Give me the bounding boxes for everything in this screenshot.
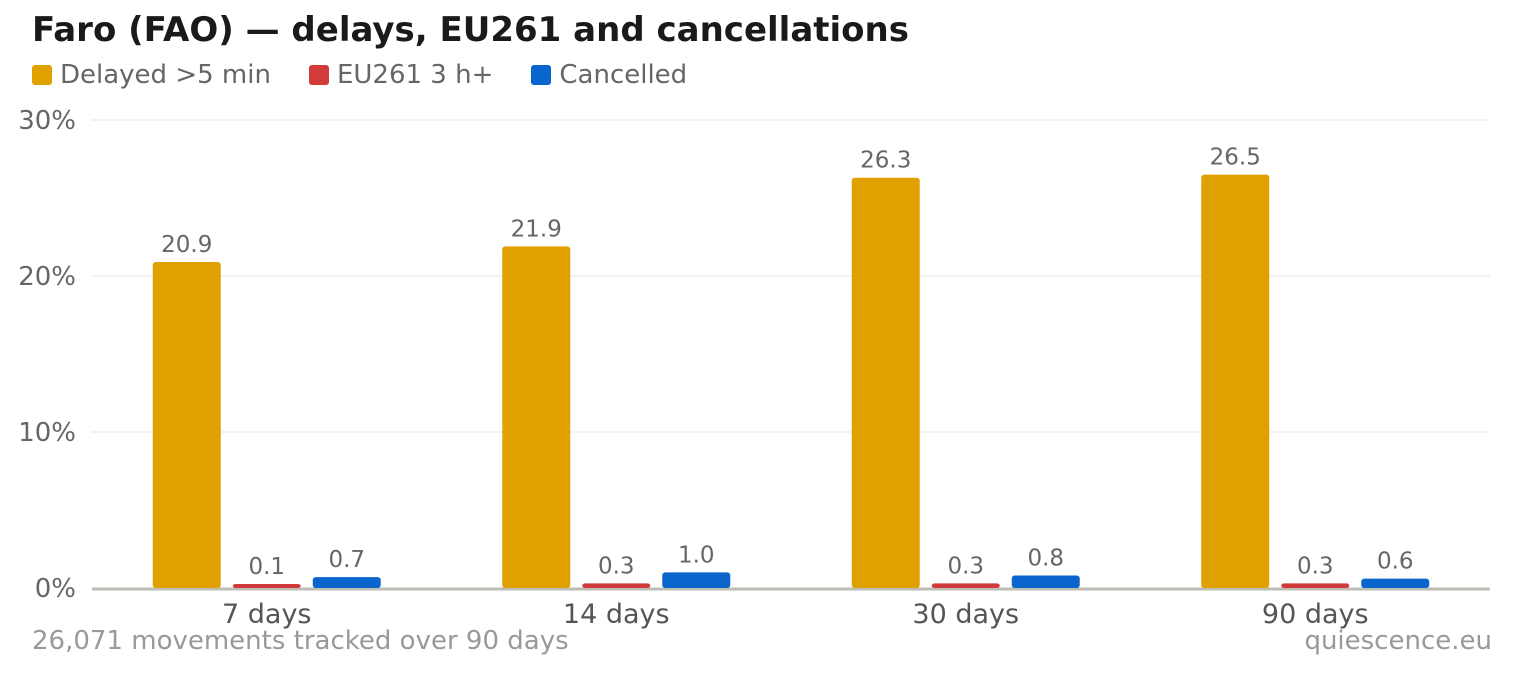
data-label: 20.9 xyxy=(161,232,212,258)
data-label: 1.0 xyxy=(678,542,715,568)
data-label: 21.9 xyxy=(511,216,562,242)
data-label: 0.3 xyxy=(598,553,635,579)
y-tick-label: 30% xyxy=(18,106,76,136)
bar xyxy=(1361,578,1430,588)
data-label: 0.8 xyxy=(1027,546,1064,572)
x-tick-label: 90 days xyxy=(1262,599,1369,630)
bar xyxy=(1201,174,1270,588)
footer-source: quiescence.eu xyxy=(1304,626,1492,656)
footer-note: 26,071 movements tracked over 90 days xyxy=(32,626,569,656)
bar xyxy=(662,572,731,588)
bar xyxy=(312,577,381,588)
y-tick-label: 0% xyxy=(35,574,76,604)
legend-item-delayed: Delayed >5 min xyxy=(32,60,271,90)
data-label: 0.3 xyxy=(947,553,984,579)
y-tick-label: 10% xyxy=(18,418,76,448)
bar xyxy=(931,583,1000,588)
legend: Delayed >5 min EU261 3 h+ Cancelled xyxy=(32,60,725,90)
data-label: 26.5 xyxy=(1210,145,1261,171)
data-label: 0.6 xyxy=(1377,549,1414,575)
bar xyxy=(232,584,301,588)
bar xyxy=(851,177,920,588)
data-label: 0.1 xyxy=(248,554,285,580)
y-tick-label: 20% xyxy=(18,262,76,292)
bar xyxy=(1281,583,1350,588)
legend-label-eu261: EU261 3 h+ xyxy=(336,60,494,90)
data-label: 26.3 xyxy=(860,148,911,174)
legend-swatch-eu261 xyxy=(308,65,329,85)
legend-item-eu261: EU261 3 h+ xyxy=(308,60,494,90)
bar xyxy=(1011,575,1080,588)
data-label: 0.7 xyxy=(328,547,365,573)
legend-swatch-cancelled xyxy=(531,65,552,85)
legend-label-cancelled: Cancelled xyxy=(559,60,688,90)
chart-title: Faro (FAO) — delays, EU261 and cancellat… xyxy=(32,10,909,50)
x-tick-label: 7 days xyxy=(222,599,312,630)
bar xyxy=(152,261,221,588)
legend-label-delayed: Delayed >5 min xyxy=(60,60,271,90)
bar xyxy=(582,583,651,588)
legend-swatch-delayed xyxy=(32,65,52,85)
bar xyxy=(502,246,571,589)
x-tick-label: 14 days xyxy=(563,599,670,630)
legend-item-cancelled: Cancelled xyxy=(531,60,687,90)
data-label: 0.3 xyxy=(1297,553,1334,579)
x-tick-label: 30 days xyxy=(912,599,1019,630)
